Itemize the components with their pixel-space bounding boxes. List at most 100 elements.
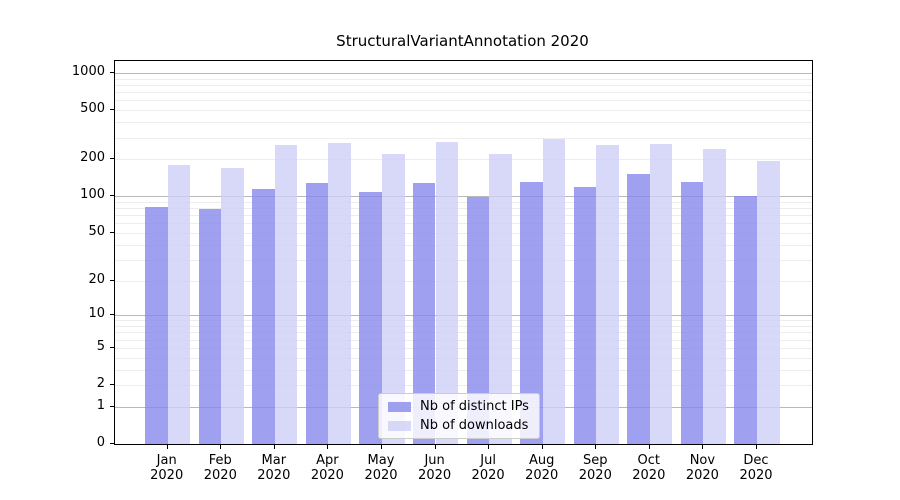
gridline-minor-20 [115,280,812,282]
legend-label-downloads: Nb of downloads [420,418,529,433]
xtick-month: Mar [261,453,287,468]
chart-title: StructuralVariantAnnotation 2020 [336,32,589,50]
gridline-minor-400 [115,122,812,124]
bar-ips-jan [145,207,168,444]
xtick-month: Jul [480,453,496,468]
xtick-mark-may [381,445,382,449]
bar-ips-oct [627,173,650,444]
xtick-label-nov: Nov 2020 [670,453,734,483]
gridline-minor-40 [115,244,812,246]
ytick-mark-200 [110,158,114,160]
gridline-minor-60 [115,223,812,225]
bar-downloads-apr [328,142,351,444]
gridline-minor-700 [115,92,812,94]
gridline-minor-30 [115,259,812,261]
xtick-label-oct: Oct 2020 [617,453,681,483]
bar-downloads-aug [542,138,566,444]
gridline-minor-50 [115,232,812,234]
xtick-year: 2020 [525,468,559,483]
bar-ips-dec [734,196,757,444]
xtick-mark-apr [327,445,329,449]
xtick-mark-nov [702,445,704,449]
gridline-minor-80 [115,208,812,209]
xtick-month: Sep [583,453,608,468]
xtick-year: 2020 [150,468,184,483]
gridline-minor-200 [115,159,812,161]
legend: Nb of distinct IPs Nb of downloads [378,393,540,439]
legend-swatch-distinct-ips [388,401,411,412]
xtick-month: Dec [743,453,769,468]
bar-ips-sep [573,187,597,444]
bar-downloads-jan [167,165,191,444]
bar-ips-jul [466,197,490,444]
gridline-major-10 [115,315,812,317]
xtick-month: Jun [424,453,445,468]
xtick-month: May [367,453,395,468]
xtick-mark-sep [595,445,597,449]
xtick-year: 2020 [418,468,452,483]
bar-downloads-jun [435,142,459,444]
xtick-label-may: May 2020 [349,453,413,483]
gridline-minor-500 [115,110,812,112]
xtick-mark-dec [756,445,757,449]
xtick-year: 2020 [632,468,666,483]
bar-downloads-may [382,153,405,444]
legend-label-distinct-ips: Nb of distinct IPs [420,399,529,414]
bar-downloads-dec [757,161,780,444]
bar-downloads-mar [274,144,298,444]
ytick-label-1000: 1000 [71,64,105,79]
gridline-major-1000 [115,73,812,74]
bar-downloads-sep [596,145,619,444]
bar-downloads-oct [649,143,673,444]
xtick-month: Apr [316,453,339,468]
xtick-mark-aug [541,445,543,449]
gridline-minor-90 [115,201,812,203]
xtick-label-aug: Aug 2020 [510,453,574,483]
ytick-label-10: 10 [88,306,105,322]
gridline-minor-600 [115,100,812,102]
bar-downloads-nov [703,149,726,444]
ytick-mark-10 [110,314,114,316]
legend-swatch-downloads [388,420,411,431]
gridline-minor-800 [115,84,812,86]
xtick-mark-mar [273,445,275,449]
ytick-label-2: 2 [96,376,105,391]
xtick-mark-jan [166,445,168,449]
xtick-month: Feb [208,453,232,468]
ytick-mark-5 [110,346,114,348]
ytick-mark-1000 [110,72,114,73]
xtick-month: Aug [528,453,555,468]
gridline-minor-2 [115,385,812,386]
ytick-label-100: 100 [80,187,105,203]
ytick-mark-0 [110,443,114,444]
ytick-mark-2 [110,384,114,385]
xtick-label-feb: Feb 2020 [188,453,252,483]
bar-ips-aug [520,181,543,444]
xtick-year: 2020 [257,468,291,483]
xtick-year: 2020 [739,468,773,483]
xtick-year: 2020 [310,468,344,483]
xtick-month: Nov [689,453,716,468]
xtick-month: Jan [156,453,177,468]
xtick-label-sep: Sep 2020 [563,453,627,483]
gridline-minor-70 [115,215,812,217]
xtick-mark-feb [220,445,222,449]
ytick-label-200: 200 [80,150,105,166]
bar-ips-jun [412,183,436,444]
xtick-label-jun: Jun 2020 [403,453,467,483]
xtick-label-mar: Mar 2020 [242,453,306,483]
gridline-minor-7 [115,332,812,334]
ytick-mark-20 [110,279,114,281]
xtick-year: 2020 [203,468,237,483]
xtick-mark-jun [434,445,436,449]
xtick-label-jan: Jan 2020 [135,453,199,483]
ytick-label-50: 50 [88,223,105,239]
gridline-minor-6 [115,339,812,341]
ytick-mark-100 [110,195,114,197]
xtick-year: 2020 [471,468,505,483]
ytick-label-0: 0 [96,435,105,450]
ytick-label-500: 500 [80,101,105,117]
xtick-year: 2020 [364,468,398,483]
ytick-mark-1 [110,405,114,407]
